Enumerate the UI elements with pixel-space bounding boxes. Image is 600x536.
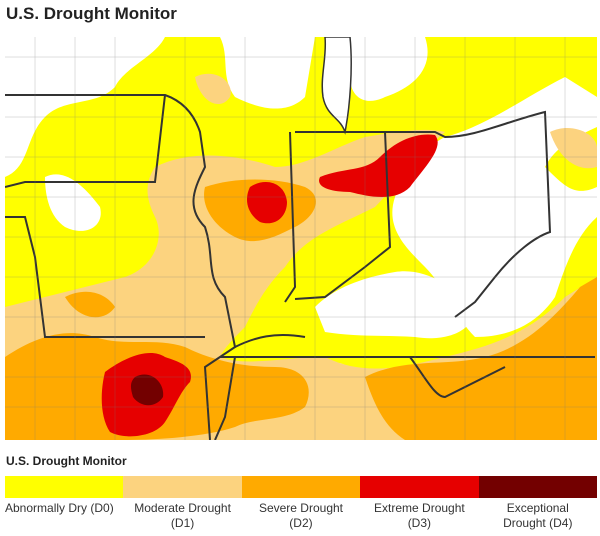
legend-label-line: (D3): [407, 516, 432, 530]
legend-swatch: [360, 476, 479, 498]
legend-label-line: (D2): [289, 516, 313, 530]
d1-area: [195, 73, 231, 105]
legend-title: U.S. Drought Monitor: [6, 454, 127, 468]
legend-label: Severe Drought (D2): [242, 501, 360, 531]
legend-label-line: (D1): [170, 516, 195, 530]
legend-item: Abnormally Dry (D0): [5, 476, 124, 531]
legend-item: Extreme Drought (D3): [360, 476, 479, 531]
legend-swatch: [478, 476, 597, 498]
legend-label-line: Severe Drought: [258, 501, 343, 515]
no-drought-area: [5, 37, 165, 177]
legend-label: Abnormally Dry (D0): [5, 501, 123, 516]
legend-item: Exceptional Drought (D4): [478, 476, 597, 531]
county-grid: [5, 37, 597, 440]
legend-label-line: Exceptional: [506, 501, 569, 515]
lake: [321, 37, 352, 135]
legend: Abnormally Dry (D0) Moderate Drought (D1) S…: [5, 476, 597, 531]
legend-item: Moderate Drought (D1): [123, 476, 242, 531]
d1-area: [550, 127, 597, 169]
d4-area: [130, 374, 164, 406]
no-drought-area: [315, 271, 475, 339]
legend-swatch: [241, 476, 361, 498]
legend-label: Moderate Drought (D1): [123, 501, 241, 531]
d3-area: [247, 182, 287, 224]
d2-area: [365, 277, 597, 440]
legend-item: Severe Drought (D2): [241, 476, 361, 531]
legend-label: Exceptional Drought (D4): [479, 501, 597, 531]
legend-label-line: Moderate Drought: [134, 501, 231, 515]
state-borders: [5, 94, 595, 440]
title: U.S. Drought Monitor: [6, 4, 177, 23]
legend-swatch: [5, 476, 124, 498]
legend-label-line: Extreme Drought: [374, 501, 465, 515]
drought-map: [5, 37, 597, 440]
no-drought-area: [220, 37, 315, 109]
d2-area: [65, 291, 115, 318]
no-drought-area: [45, 174, 101, 231]
d3-area: [319, 134, 438, 197]
legend-label: Extreme Drought (D3): [360, 501, 478, 531]
legend-swatch: [123, 476, 242, 498]
legend-label-line: Abnormally Dry (D0): [5, 501, 114, 515]
legend-label-line: Drought (D4): [503, 516, 573, 530]
no-drought-area: [350, 37, 428, 101]
